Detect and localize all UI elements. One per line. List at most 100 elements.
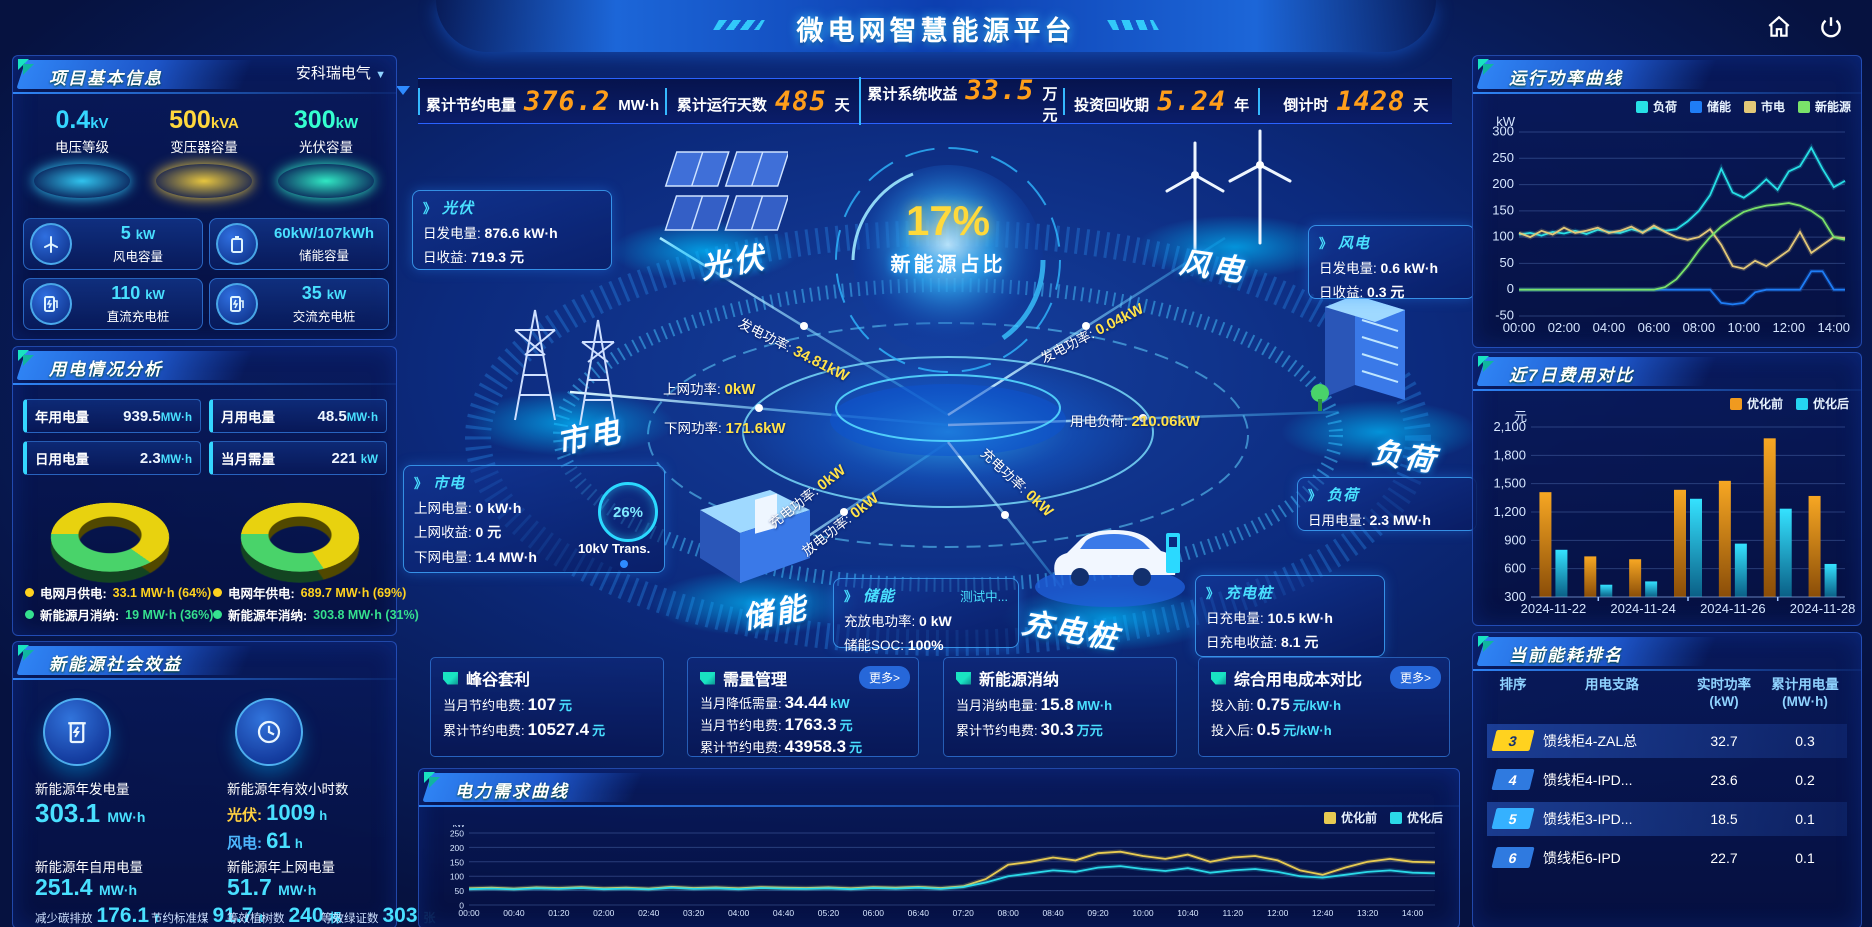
panel-corner-icon — [18, 350, 34, 366]
field-year-usage: 年用电量 939.5MW·h — [23, 399, 201, 433]
svg-text:06:40: 06:40 — [908, 908, 930, 918]
self-use-label: 新能源年自用电量 — [35, 860, 143, 875]
kpi-bar: 累计节约电量 376.2 MW·h 累计运行天数 485 天 累计系统收益 33.5 万元 … — [418, 77, 1452, 125]
transformer-load-circle: 26% — [598, 482, 658, 542]
svg-text:08:00: 08:00 — [998, 908, 1020, 918]
card-storage-capacity: 60kW/107kWh 储能容量 — [209, 218, 389, 270]
svg-text:2024-11-28: 2024-11-28 — [1790, 601, 1855, 616]
transformer-label: 10kV Trans. — [578, 541, 651, 556]
cost-compare-card: 综合用电成本对比 更多> 投入前: 0.75 元/kW·h 投入后: 0.5 元/kW·… — [1198, 657, 1450, 757]
ac-charger-icon — [216, 283, 258, 325]
demand-curve-panel: 电力需求曲线 优化前 优化后 0 50 100 150 200 250 00:00 00:40 0… — [418, 768, 1460, 927]
svg-text:06:00: 06:00 — [863, 908, 885, 918]
svg-text:元: 元 — [1514, 409, 1527, 424]
svg-text:2024-11-24: 2024-11-24 — [1610, 601, 1676, 616]
co2-stat: 减少碳排放 176.1 t — [35, 904, 159, 927]
power-towers-illustration — [514, 309, 617, 426]
svg-text:1,200: 1,200 — [1493, 504, 1526, 519]
demand-legend: 优化前 优化后 — [1311, 809, 1443, 829]
svg-text:10:00: 10:00 — [1728, 320, 1761, 335]
card-wind-capacity: 5 kW 风电容量 — [23, 218, 203, 270]
cost-legend: 优化前 优化后 — [1717, 395, 1849, 415]
card-corner-icon — [1211, 671, 1226, 685]
cost-compare-panel: 近7日费用对比 优化前 优化后 300 600 900 1,200 1,500 1,800 2… — [1472, 352, 1862, 626]
dc-charger-icon — [30, 283, 72, 325]
panel-corner-icon — [424, 772, 440, 788]
svg-text:kW: kW — [453, 825, 465, 829]
svg-text:14:00: 14:00 — [1817, 320, 1850, 335]
title-banner — [436, 0, 1436, 52]
kpi-run-days: 累计运行天数 485 天 — [665, 87, 859, 115]
load-info-box: 》负荷 日用电量: 2.3 MW·h — [1297, 477, 1477, 531]
to-grid-value: 51.7 MW·h — [227, 874, 317, 900]
gen-label: 新能源年发电量 — [35, 782, 130, 797]
peak-valley-card: 峰谷套利 当月节约电费: 107 元 累计节约电费: 10527.4 元 — [430, 657, 664, 757]
chevron-down-icon: ▼ — [375, 69, 386, 81]
legend-renewable-year: 新能源年消纳: 303.8 MW·h (31%) — [213, 605, 419, 624]
svg-text:12:40: 12:40 — [1312, 908, 1334, 918]
table-row[interactable]: 4 馈线柜4-IPD... 23.6 0.2 — [1487, 763, 1847, 797]
svg-text:900: 900 — [1504, 532, 1526, 547]
home-icon[interactable] — [1766, 14, 1792, 40]
coal-stat: 节约标准煤 91.7 t — [151, 904, 264, 927]
demand-mgmt-card: 需量管理 更多> 当月降低需量: 34.44 kW 当月节约电费: 1763.3 元 累… — [687, 657, 919, 757]
svg-text:04:00: 04:00 — [728, 908, 750, 918]
power-curve-panel: 运行功率曲线 负荷 储能 市电 新能源 -50 0 50 100 150 200 250 300 00… — [1472, 55, 1862, 348]
svg-text:0: 0 — [1507, 281, 1514, 296]
page-title: 微电网智慧能源平台 — [796, 16, 1076, 46]
svg-text:07:20: 07:20 — [953, 908, 975, 918]
self-use-value: 251.4 MW·h — [35, 874, 138, 900]
hours-pv: 光伏: 1009 h — [227, 800, 328, 825]
arrow-icon: 》 — [423, 201, 437, 216]
wind-info-box: 》风电 日发电量: 0.6 kW·h 日收益: 0.3 元 — [1308, 225, 1475, 300]
card-ac-charger: 35 kW 交流充电桩 — [209, 278, 389, 330]
arrow-icon: 》 — [1206, 586, 1220, 601]
svg-text:08:00: 08:00 — [1683, 320, 1716, 335]
svg-text:02:00: 02:00 — [593, 908, 615, 918]
kpi-countdown: 倒计时 1428 天 — [1257, 87, 1452, 115]
svg-text:300: 300 — [1504, 589, 1526, 604]
arrow-icon: 》 — [1319, 236, 1333, 251]
building-illustration — [1311, 295, 1405, 411]
svg-text:12:00: 12:00 — [1267, 908, 1289, 918]
table-row[interactable]: 6 馈线柜6-IPD 22.7 0.1 — [1487, 841, 1847, 875]
panel-corner-icon — [1478, 59, 1494, 75]
company-select[interactable]: 安科瑞电气 ▼ — [295, 65, 386, 82]
svg-text:14:00: 14:00 — [1402, 908, 1424, 918]
more-button[interactable]: 更多> — [1389, 666, 1441, 689]
node-label-load: 负荷 — [1369, 436, 1440, 479]
hours-wind: 风电: 61 h — [227, 828, 303, 853]
power-icon[interactable] — [1818, 14, 1844, 40]
svg-text:01:20: 01:20 — [548, 908, 570, 918]
panel-title: 新能源社会效益 — [49, 655, 182, 674]
pv-info-box: 》光伏 日发电量: 876.6 kW·h 日收益: 719.3 元 — [412, 190, 612, 270]
more-button[interactable]: 更多> — [858, 666, 910, 689]
panel-title: 项目基本信息 — [49, 69, 163, 88]
table-row[interactable]: 3 馈线柜4-ZAL总 32.7 0.3 — [1487, 723, 1847, 758]
panel-corner-icon — [1478, 636, 1494, 652]
renewable-consume-card: 新能源消纳 当月消纳电量: 15.8 MW·h 累计节约电费: 30.3 万元 — [943, 657, 1177, 757]
svg-text:03:20: 03:20 — [683, 908, 705, 918]
battery-container-illustration — [700, 490, 810, 583]
svg-text:50: 50 — [455, 886, 465, 896]
svg-text:300: 300 — [1492, 124, 1514, 139]
field-month-usage: 月用电量 48.5MW·h — [209, 399, 387, 433]
svg-text:13:20: 13:20 — [1357, 908, 1379, 918]
svg-text:00:00: 00:00 — [458, 908, 480, 918]
caret-deco — [396, 86, 410, 95]
year-supply-donut — [225, 475, 375, 585]
svg-text:0: 0 — [459, 901, 464, 911]
legend-grid-month: 电网月供电: 33.1 MW·h (64%) — [25, 583, 211, 602]
flow-load: 用电负荷: 210.06kW — [1070, 413, 1200, 430]
node-label-wind: 风电 — [1177, 246, 1248, 289]
solar-panels-illustration — [664, 151, 788, 231]
panel-corner-icon — [18, 59, 34, 75]
table-row[interactable]: 5 馈线柜3-IPD... 18.5 0.1 — [1487, 801, 1847, 836]
svg-text:250: 250 — [450, 829, 464, 839]
card-corner-icon — [956, 671, 971, 685]
flow-from-grid: 下网功率: 171.6kW — [664, 420, 786, 437]
svg-text:09:20: 09:20 — [1087, 908, 1109, 918]
pedestal-voltage: 0.4kV 电压等级 — [23, 108, 141, 198]
storage-info-box: 》储能 测试中... 充放电功率: 0 kW 储能SOC: 100% — [833, 578, 1019, 653]
power-usage-panel: 用电情况分析 年用电量 939.5MW·h 月用电量 48.5MW·h 日用电量 2.… — [12, 346, 419, 636]
